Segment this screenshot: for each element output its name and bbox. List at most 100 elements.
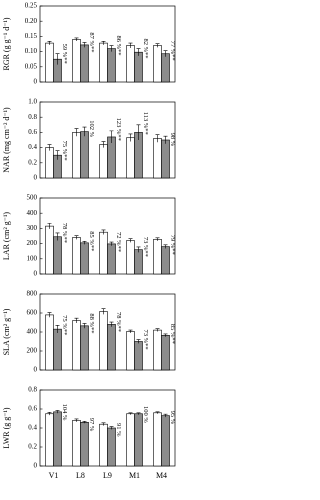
error-bar [82,241,87,245]
error-bar [74,317,79,323]
value-label: 98 % [169,133,176,147]
value-label: 100 % [142,406,149,423]
y-tick-label: 0.4 [28,143,37,151]
x-tick-label: V1 [49,471,59,480]
error-bar [163,333,168,337]
error-bar [55,410,60,414]
bar [45,147,54,179]
y-tick-label: 400 [27,328,38,336]
bar [161,139,170,179]
y-tick-label: 0.4 [28,424,37,432]
bar [107,324,116,371]
value-label: 91 % [115,423,122,437]
error-bar [55,232,60,241]
bar [80,325,89,371]
error-bar [136,412,141,415]
value-label: 72 %** [115,232,122,252]
bar [134,51,143,83]
value-label: 97 % [88,418,95,432]
y-tick-label: 0.05 [25,62,38,70]
y-tick-label: 0.6 [28,128,37,136]
value-label: 75 %** [61,141,68,161]
error-bar [109,130,114,144]
bar [161,335,170,371]
y-tick-label: 0 [34,462,38,470]
bar [72,237,81,275]
error-bar [74,235,79,240]
bar [80,131,89,179]
error-bar [101,229,106,235]
y-tick-label: 0.2 [28,443,37,451]
error-bar [47,312,52,318]
y-tick-label: 0.8 [28,113,37,121]
value-label: 85 %** [88,231,95,251]
bar [126,413,135,467]
bar [126,137,135,179]
y-tick-label: 0 [34,78,38,86]
error-bar [55,325,60,333]
error-bar [109,426,114,430]
bar [107,136,116,179]
bar [153,329,162,371]
y-tick-label: 1.0 [28,98,37,106]
error-bar [128,412,133,415]
error-bar [74,37,79,41]
bar [153,412,162,467]
bar [153,239,162,275]
value-label: 88 %** [88,313,95,333]
bar [80,242,89,275]
y-tick-label: 200 [27,347,38,355]
bar [99,231,108,275]
value-label: 87 %** [88,32,95,52]
error-bar [101,40,106,45]
value-label: 73 %** [142,237,149,257]
bar [107,243,116,275]
y-tick-label: 0.2 [28,158,37,166]
error-bar [155,43,160,48]
y-tick-label: 600 [27,309,38,317]
error-bar [163,244,168,249]
y-axis-label: LWR (g g⁻¹) [2,407,11,448]
error-bar [155,328,160,332]
bar [153,45,162,83]
y-tick-label: 0 [34,174,38,182]
bar [80,44,89,83]
bar [99,144,108,179]
x-tick-label: L8 [76,471,85,480]
error-bar [82,126,87,137]
bar [72,39,81,83]
error-bar [101,141,106,148]
value-label: 95 % [169,411,176,425]
y-tick-label: 0.10 [25,47,38,55]
bar [80,421,89,467]
error-bar [136,48,141,56]
bar [99,423,108,467]
value-label: 86 %** [115,35,122,55]
error-bar [155,411,160,414]
bar [161,53,170,83]
error-bar [55,150,60,160]
error-bar [74,128,79,137]
value-label: 75 %** [61,315,68,335]
bar [99,311,108,371]
y-axis-label: SLA (cm² g⁻¹) [2,308,11,355]
bar [45,314,54,371]
error-bar [163,413,168,418]
y-tick-label: 0 [34,366,38,374]
y-tick-label: 0.6 [28,405,37,413]
value-label: 73 %** [142,330,149,350]
bar [99,42,108,83]
bar [161,415,170,467]
bar [107,48,116,83]
error-bar [128,42,133,48]
error-bar [47,40,52,45]
error-bar [55,53,60,65]
value-label: 82 %** [142,39,149,59]
value-label: 85 %** [169,324,176,344]
y-tick-label: 0.20 [25,17,38,25]
error-bar [47,223,52,229]
error-bar [163,50,168,57]
value-label: 78 %** [61,223,68,243]
y-tick-label: 500 [27,194,38,202]
